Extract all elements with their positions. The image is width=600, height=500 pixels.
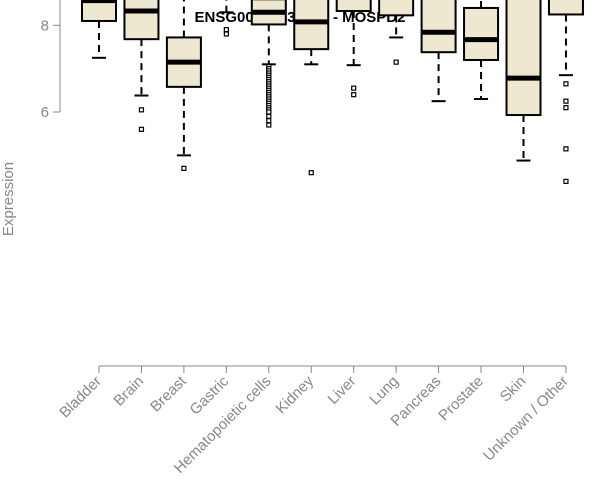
outlier-point <box>266 113 272 119</box>
y-tick-label: 8 <box>41 17 49 34</box>
box-iqr <box>420 0 457 54</box>
box-bladder <box>81 0 117 59</box>
box-kidney <box>293 0 330 176</box>
outlier-point <box>563 105 569 111</box>
box-lung <box>378 0 415 65</box>
outlier-point <box>266 109 272 115</box>
box-iqr <box>81 0 117 22</box>
outlier-point <box>563 146 569 152</box>
outlier-point <box>351 85 357 91</box>
outlier-point <box>138 107 145 113</box>
outlier-point <box>223 31 229 37</box>
outlier-point <box>351 92 357 98</box>
box-iqr <box>505 0 542 117</box>
box-unknown-other <box>547 0 584 184</box>
outlier-point <box>266 118 272 124</box>
box-brain <box>123 0 160 132</box>
outlier-point <box>223 27 229 33</box>
box-hematopoietic-cells <box>250 0 287 128</box>
box-skin <box>505 0 542 162</box>
box-iqr <box>293 0 330 51</box>
outlier-point <box>308 170 314 176</box>
outlier-point <box>563 81 569 87</box>
outlier-point <box>393 59 399 65</box>
x-tick-label: Brain <box>110 373 147 410</box>
x-tick-label: Breast <box>147 372 190 415</box>
x-tick-label: Liver <box>325 373 360 408</box>
box-pancreas <box>420 0 457 103</box>
box-iqr <box>463 6 500 61</box>
box-liver <box>335 0 372 98</box>
y-axis-label: Expression <box>0 162 17 236</box>
box-prostate <box>463 0 500 100</box>
x-tick-label: Bladder <box>56 373 105 422</box>
box-gastric <box>219 0 234 37</box>
box-iqr <box>547 0 584 16</box>
y-tick-label: 6 <box>41 104 49 121</box>
box-iqr <box>123 0 160 41</box>
box-iqr <box>378 0 415 17</box>
outlier-point <box>266 122 272 128</box>
outlier-point <box>138 126 145 132</box>
outlier-point <box>563 98 569 104</box>
box-breast <box>165 0 202 171</box>
plot-area <box>81 0 584 184</box>
x-tick-label: Prostate <box>435 373 487 425</box>
outlier-point <box>181 165 187 171</box>
box-iqr <box>335 0 372 12</box>
axes: 6810 <box>41 0 567 373</box>
x-tick-label: Skin <box>497 373 530 406</box>
outlier-point <box>563 178 569 184</box>
x-tick-label: Lung <box>366 373 402 409</box>
x-tick-label: Kidney <box>273 372 318 417</box>
